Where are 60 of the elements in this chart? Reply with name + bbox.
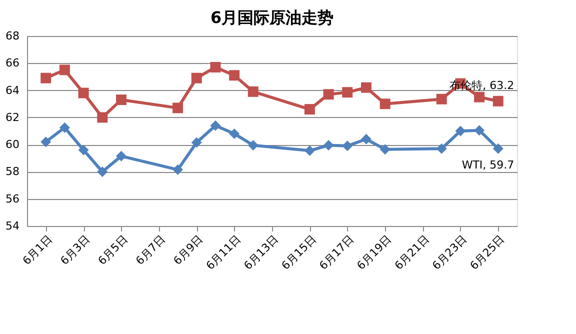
point	[210, 120, 221, 131]
point	[436, 143, 447, 154]
point	[78, 88, 89, 98]
x-tick-label: 6月23日	[430, 232, 470, 272]
point	[492, 143, 504, 154]
point	[172, 102, 184, 114]
y-tick-label: 68	[6, 30, 20, 42]
point	[78, 144, 89, 156]
x-tick-label: 6月13日	[241, 232, 281, 272]
point	[59, 64, 70, 76]
x-tick-label: 6月17日	[316, 232, 356, 272]
point	[436, 94, 447, 104]
point	[474, 125, 485, 136]
x-tick-label: 6月25日	[468, 232, 508, 272]
x-tick-label: 6月9日	[170, 232, 206, 268]
y-tick-label: 60	[6, 138, 20, 152]
point	[304, 104, 315, 115]
x-tick-label: 6月21日	[392, 232, 432, 272]
point	[342, 140, 353, 152]
x-tick-label: 6月19日	[354, 232, 394, 272]
point	[248, 140, 258, 150]
x-tick-label: 6月15日	[279, 232, 319, 272]
point	[455, 126, 466, 136]
annotation: WTI, 59.7	[462, 158, 514, 172]
point	[380, 98, 390, 110]
point	[40, 72, 52, 84]
point	[492, 96, 504, 106]
x-tick-label: 6月5日	[96, 232, 130, 268]
point	[40, 136, 52, 148]
x-tick-label: 6月11日	[204, 232, 244, 272]
point	[116, 150, 126, 162]
point	[97, 166, 108, 177]
point	[323, 140, 334, 150]
x-tick-label: 6月1日	[20, 232, 55, 268]
point	[304, 145, 315, 156]
chart-title: 6月国际原油走势	[210, 8, 334, 27]
point	[116, 94, 126, 106]
x-tick-label: 6月3日	[58, 232, 93, 268]
point	[229, 70, 240, 81]
y-tick-label: 66	[6, 56, 20, 70]
point	[248, 86, 258, 97]
point	[380, 144, 390, 155]
y-tick-label: 62	[6, 110, 20, 124]
y-tick-label: 58	[6, 165, 20, 178]
point	[210, 62, 221, 72]
y-tick-label: 56	[6, 192, 20, 206]
point	[59, 122, 70, 133]
point	[474, 92, 485, 102]
point	[229, 128, 240, 139]
point	[191, 72, 202, 84]
point	[172, 164, 184, 175]
x-tick-label: 6月7日	[133, 232, 168, 268]
point	[323, 89, 334, 100]
point	[360, 134, 372, 144]
point	[360, 82, 372, 93]
y-tick-label: 54	[6, 220, 20, 232]
point	[342, 87, 353, 98]
point	[97, 112, 108, 123]
point	[191, 137, 202, 148]
y-tick-label: 64	[6, 84, 20, 97]
